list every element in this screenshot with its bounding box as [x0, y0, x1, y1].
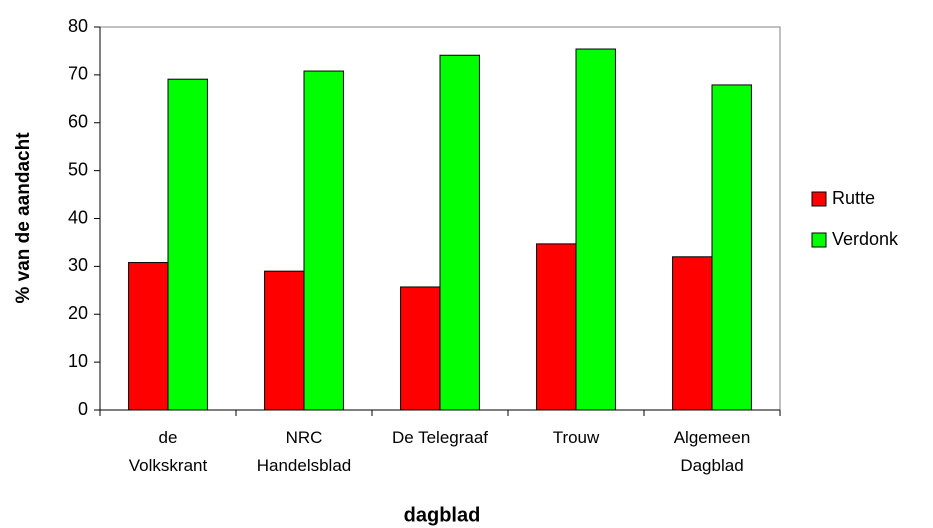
bar	[575, 48, 616, 411]
legend-label: Verdonk	[832, 229, 899, 249]
x-tick-label: NRC Handelsblad	[256, 428, 352, 475]
y-tick-label: 60	[68, 112, 88, 132]
legend-swatch	[811, 232, 827, 248]
y-tick-label: 50	[68, 159, 88, 179]
bar	[536, 243, 577, 411]
y-tick-label: 10	[68, 351, 88, 371]
y-tick-label: 30	[68, 255, 88, 275]
bar	[303, 70, 344, 411]
y-tick-label: 80	[68, 16, 88, 36]
x-tick-label: De Telegraaf	[391, 428, 489, 447]
bar	[711, 84, 752, 411]
bar	[167, 78, 208, 411]
y-tick-label: 40	[68, 207, 88, 227]
bar	[400, 286, 441, 411]
y-tick-label: 70	[68, 64, 88, 84]
bar	[128, 262, 169, 411]
y-tick-label: 0	[78, 399, 88, 419]
legend-label: Rutte	[832, 188, 875, 208]
x-tick-label: de Volkskrant	[128, 428, 208, 475]
bar	[439, 54, 480, 411]
bar	[672, 256, 713, 411]
bar	[264, 270, 305, 411]
x-tick-label: Trouw	[552, 428, 600, 447]
y-tick-label: 20	[68, 303, 88, 323]
legend-swatch	[811, 191, 827, 207]
y-axis-label: % van de aandacht	[13, 132, 34, 304]
x-tick-label: Algemeen Dagblad	[673, 428, 751, 475]
x-axis-label: dagblad	[404, 504, 481, 526]
